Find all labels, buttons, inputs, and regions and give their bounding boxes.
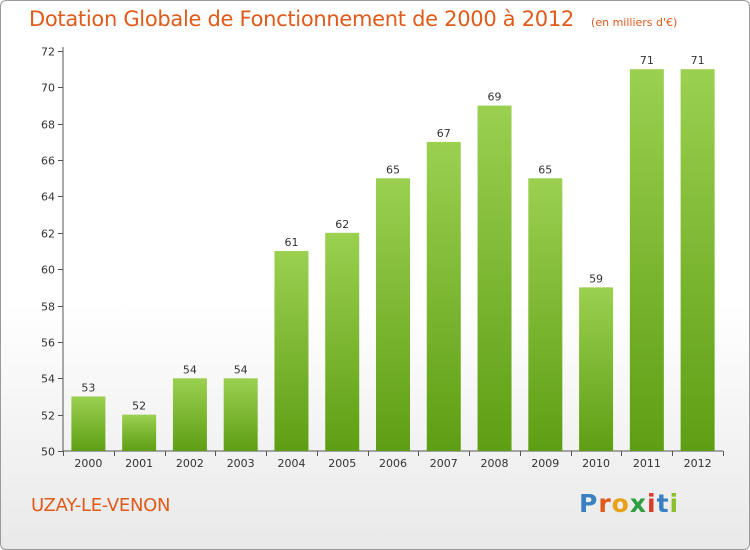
bar bbox=[325, 232, 360, 451]
logo-letter: i bbox=[647, 489, 657, 518]
y-tick-label: 64 bbox=[41, 191, 55, 204]
logo-letter: x bbox=[629, 489, 647, 518]
x-tick-label: 2004 bbox=[277, 457, 305, 470]
x-tick-label: 2005 bbox=[328, 457, 356, 470]
y-tick-label: 70 bbox=[41, 82, 55, 95]
bar bbox=[376, 178, 410, 452]
chart-title: Dotation Globale de Fonctionnement de 20… bbox=[29, 7, 574, 31]
y-tick-label: 56 bbox=[41, 337, 55, 350]
logo-letter: o bbox=[611, 489, 630, 518]
title-row: Dotation Globale de Fonctionnement de 20… bbox=[29, 7, 677, 31]
bar-value-label: 71 bbox=[691, 54, 705, 67]
x-tick-label: 2003 bbox=[227, 457, 255, 470]
bar-value-label: 65 bbox=[538, 163, 552, 176]
bar-value-label: 61 bbox=[284, 236, 298, 249]
bar-value-label: 65 bbox=[386, 163, 400, 176]
bar bbox=[579, 287, 614, 451]
bar-value-label: 69 bbox=[488, 91, 502, 104]
bar bbox=[172, 378, 207, 451]
y-tick-label: 62 bbox=[41, 228, 55, 241]
x-tick-label: 2001 bbox=[125, 457, 153, 470]
bar-value-label: 71 bbox=[640, 54, 654, 67]
logo-letter: r bbox=[598, 489, 612, 518]
y-tick-label: 54 bbox=[41, 373, 55, 386]
y-tick-label: 58 bbox=[41, 301, 55, 314]
bar bbox=[223, 378, 258, 451]
x-tick-label: 2009 bbox=[531, 457, 559, 470]
logo-letter: P bbox=[579, 489, 599, 518]
x-tick-label: 2008 bbox=[481, 457, 509, 470]
bar bbox=[680, 69, 715, 451]
x-tick-label: 2010 bbox=[582, 457, 610, 470]
y-tick-label: 60 bbox=[41, 264, 55, 277]
y-tick-label: 50 bbox=[41, 446, 55, 459]
x-tick-label: 2006 bbox=[379, 457, 407, 470]
bar-value-label: 52 bbox=[132, 400, 146, 413]
unit-label: (en milliers d'€) bbox=[591, 16, 678, 29]
x-tick-label: 2002 bbox=[176, 457, 204, 470]
bar-value-label: 67 bbox=[437, 127, 451, 140]
y-tick-label: 66 bbox=[41, 155, 55, 168]
y-tick-label: 52 bbox=[41, 410, 55, 423]
x-tick-label: 2012 bbox=[684, 457, 712, 470]
y-tick-label: 72 bbox=[41, 46, 55, 59]
bar bbox=[71, 396, 106, 451]
bar bbox=[629, 69, 664, 451]
bar bbox=[426, 141, 461, 451]
bar bbox=[477, 105, 512, 451]
bar bbox=[528, 178, 563, 452]
x-tick-label: 2000 bbox=[74, 457, 102, 470]
x-tick-label: 2007 bbox=[430, 457, 458, 470]
logo-letter: i bbox=[669, 489, 680, 518]
bar bbox=[274, 251, 309, 451]
proxiti-logo: Proxiti bbox=[579, 489, 679, 518]
bar bbox=[122, 414, 157, 451]
bar-value-label: 62 bbox=[335, 218, 349, 231]
logo-letter: t bbox=[656, 489, 670, 518]
bar-value-label: 59 bbox=[589, 272, 603, 285]
x-tick-label: 2011 bbox=[633, 457, 661, 470]
bar-value-label: 54 bbox=[183, 363, 197, 376]
commune-name: UZAY-LE-VENON bbox=[31, 495, 171, 516]
bar-value-label: 54 bbox=[234, 363, 248, 376]
bar-value-label: 53 bbox=[81, 381, 95, 394]
y-tick-label: 68 bbox=[41, 119, 55, 132]
